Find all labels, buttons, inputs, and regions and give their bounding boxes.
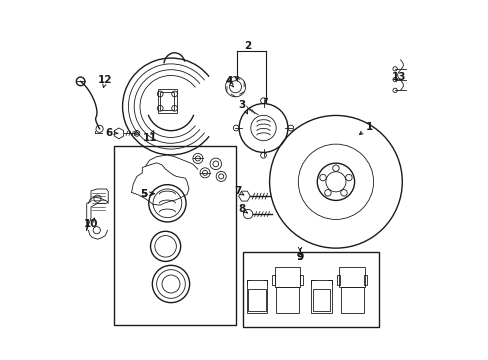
Bar (157, 89, 177, 113)
Bar (310, 280, 331, 313)
Text: 11: 11 (143, 133, 158, 143)
Bar (336, 275, 339, 285)
Bar (364, 275, 366, 285)
Text: 13: 13 (391, 72, 405, 82)
Bar (312, 288, 329, 311)
Bar (272, 275, 275, 285)
Text: 5: 5 (140, 189, 147, 199)
Text: 7: 7 (234, 186, 241, 197)
Text: 8: 8 (238, 204, 245, 215)
Bar (242, 252, 378, 327)
Bar (340, 287, 363, 313)
Bar (113, 146, 235, 325)
Text: 3: 3 (238, 100, 245, 110)
Bar (248, 288, 265, 311)
Text: 6: 6 (105, 128, 112, 138)
Bar (274, 267, 300, 287)
Text: 9: 9 (296, 252, 303, 262)
Bar (246, 280, 267, 313)
Text: 1: 1 (365, 122, 372, 132)
Bar (160, 92, 174, 110)
Bar (276, 287, 298, 313)
Text: 5: 5 (140, 189, 147, 199)
Text: 4: 4 (225, 76, 233, 86)
Text: 2: 2 (244, 41, 251, 50)
Text: 10: 10 (83, 219, 98, 229)
Text: 9: 9 (296, 252, 303, 262)
Bar (299, 275, 302, 285)
Text: 12: 12 (98, 75, 112, 85)
Bar (339, 267, 364, 287)
